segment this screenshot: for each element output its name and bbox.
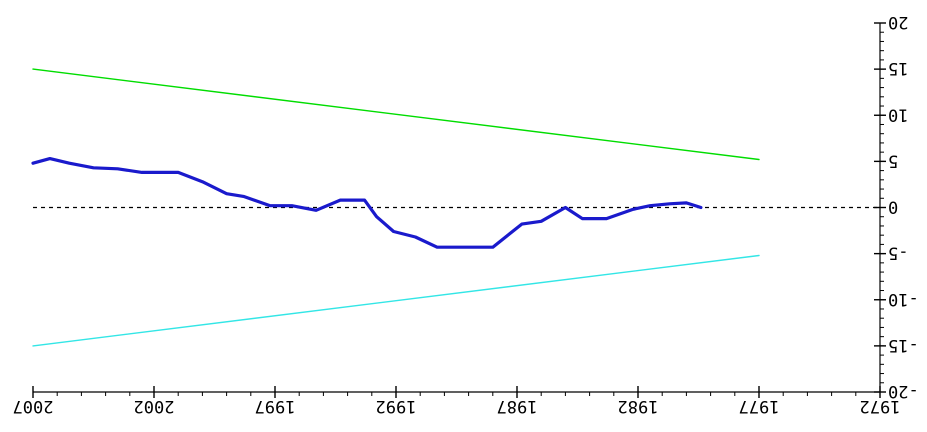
series-line-1 bbox=[31, 157, 703, 249]
y-tick-label-group: 10 bbox=[888, 104, 908, 124]
series-line-2 bbox=[32, 254, 760, 347]
x-tick-label-group: 2007 bbox=[13, 396, 54, 416]
x-tick-label: 1992 bbox=[376, 396, 417, 416]
y-tick-label: -15 bbox=[888, 335, 919, 355]
x-tick-label: 1982 bbox=[618, 396, 659, 416]
x-tick-label-group: 1982 bbox=[618, 396, 659, 416]
series-line-0 bbox=[32, 68, 760, 161]
x-axis: 2007 2002 1997 1992 1987 1982 1977 1972 bbox=[13, 386, 901, 416]
y-tick-label: -10 bbox=[888, 289, 919, 309]
y-tick-label: 15 bbox=[888, 58, 908, 78]
x-tick-label: 1972 bbox=[860, 396, 901, 416]
y-tick-label-group: 15 bbox=[888, 58, 908, 78]
x-tick-label: 1987 bbox=[497, 396, 538, 416]
x-tick-label-group: 2002 bbox=[134, 396, 175, 416]
y-tick-label-group: 0 bbox=[888, 197, 898, 217]
y-tick-label: 20 bbox=[888, 12, 908, 32]
x-tick-label-group: 1987 bbox=[497, 396, 538, 416]
series-layer bbox=[31, 68, 760, 347]
y-tick-label: 0 bbox=[888, 197, 898, 217]
x-tick-label: 1997 bbox=[255, 396, 296, 416]
x-tick-label-group: 1997 bbox=[255, 396, 296, 416]
y-tick-label: 5 bbox=[888, 150, 898, 170]
y-tick-label-group: -20 bbox=[888, 381, 919, 401]
y-tick-label: -20 bbox=[888, 381, 919, 401]
x-tick-label-group: 1977 bbox=[739, 396, 780, 416]
y-tick-label: 10 bbox=[888, 104, 908, 124]
y-tick-label-group: -15 bbox=[888, 335, 919, 355]
y-tick-label-group: 5 bbox=[888, 150, 898, 170]
y-tick-label-group: -10 bbox=[888, 289, 919, 309]
x-tick-label: 2002 bbox=[134, 396, 175, 416]
y-tick-label-group: 20 bbox=[888, 12, 908, 32]
y-axis: 20 15 10 5 0 -5 -10 -15 -20 bbox=[874, 12, 919, 401]
x-tick-label: 2007 bbox=[13, 396, 54, 416]
x-tick-label-group: 1992 bbox=[376, 396, 417, 416]
x-tick-label-group: 1972 bbox=[860, 396, 901, 416]
y-tick-label-group: -5 bbox=[888, 243, 908, 263]
y-tick-label: -5 bbox=[888, 243, 908, 263]
x-tick-label: 1977 bbox=[739, 396, 780, 416]
